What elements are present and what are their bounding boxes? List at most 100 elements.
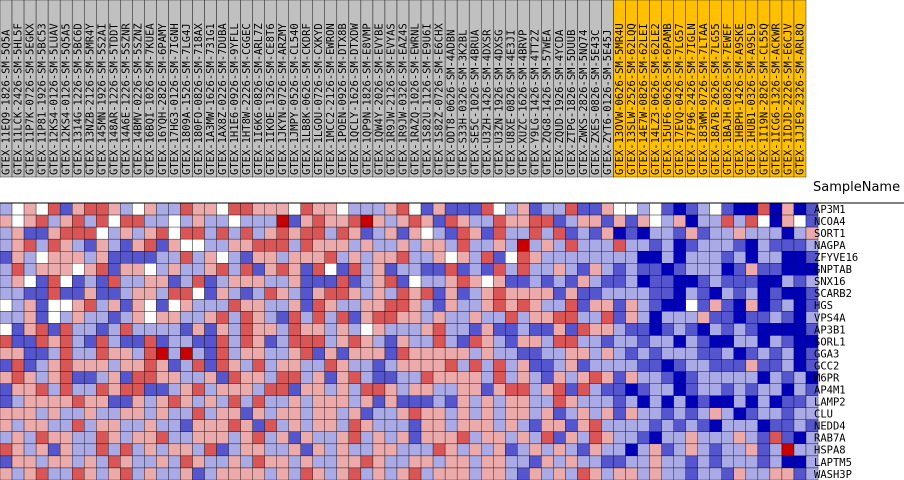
heatmap-cell xyxy=(276,335,289,348)
column-label: GTEX-17F96-2426-SM-7IGLN xyxy=(686,23,698,175)
heatmap-cell xyxy=(468,455,482,469)
row-label: SCARB2 xyxy=(814,288,852,300)
heatmap-cell xyxy=(793,359,807,372)
heatmap-cell xyxy=(59,250,73,264)
heatmap-cell xyxy=(444,214,458,228)
heatmap-cell xyxy=(481,407,494,420)
heatmap-cell xyxy=(0,214,13,228)
heatmap-cell xyxy=(47,250,61,264)
heatmap-cell xyxy=(96,202,109,216)
heatmap-cell xyxy=(144,214,157,228)
heatmap-cell xyxy=(769,407,783,420)
column-label: GTEX-1LB8K-0626-SM-CKDRF xyxy=(301,23,313,175)
heatmap-cell xyxy=(553,359,566,372)
heatmap-cell xyxy=(685,214,698,228)
heatmap-cell xyxy=(589,443,602,457)
column-label: GTEX-ZYT6-0126-SM-5E45J xyxy=(602,30,614,175)
heatmap-cell xyxy=(408,299,422,312)
heatmap-cell xyxy=(468,407,482,420)
heatmap-cell xyxy=(721,202,734,216)
heatmap-cell xyxy=(541,347,554,360)
heatmap-cell xyxy=(493,238,506,252)
heatmap-cell xyxy=(673,263,686,276)
heatmap-cell xyxy=(649,467,662,480)
heatmap-cell xyxy=(336,238,350,252)
heatmap-cell xyxy=(468,287,482,300)
heatmap-cell xyxy=(192,214,205,228)
heatmap-cell xyxy=(180,275,193,288)
heatmap-cell xyxy=(517,395,530,408)
heatmap-cell xyxy=(396,455,410,469)
heatmap-cell xyxy=(72,311,85,324)
heatmap-cell xyxy=(180,287,193,300)
heatmap-cell xyxy=(456,202,470,216)
heatmap-cell xyxy=(35,335,49,348)
heatmap-cell xyxy=(709,323,722,336)
heatmap-cell xyxy=(252,202,265,216)
heatmap-cell xyxy=(493,419,506,433)
heatmap-cell xyxy=(192,323,205,336)
heatmap-cell xyxy=(589,455,602,469)
heatmap-cell xyxy=(372,263,386,276)
heatmap-cell xyxy=(577,467,590,480)
heatmap-cell xyxy=(336,299,350,312)
heatmap-cell xyxy=(396,431,410,445)
column-label: GTEX-1S82Z-0726-SM-E6CHX xyxy=(433,23,445,175)
column-label: GTEX-1JJE9-2326-SM-ARL8Q xyxy=(794,23,806,175)
heatmap-cell xyxy=(132,443,145,457)
heatmap-cell xyxy=(625,287,638,300)
column-label: GTEX-1LGOU-0726-SM-CXKYD xyxy=(313,23,325,175)
heatmap-cell xyxy=(408,226,422,240)
heatmap-cell xyxy=(288,287,301,300)
heatmap-cell xyxy=(481,383,494,396)
heatmap-cell xyxy=(793,419,807,433)
heatmap-cell xyxy=(324,419,338,433)
heatmap-cell xyxy=(529,311,542,324)
heatmap-cell xyxy=(625,263,638,276)
heatmap-cell xyxy=(432,311,446,324)
heatmap-cell xyxy=(192,383,205,396)
heatmap-cell xyxy=(372,311,386,324)
heatmap-cell xyxy=(0,202,13,216)
heatmap-cell xyxy=(312,299,325,312)
heatmap-cell xyxy=(420,419,434,433)
heatmap-cell xyxy=(240,443,253,457)
heatmap-cell xyxy=(276,287,289,300)
heatmap-cell xyxy=(733,250,747,264)
heatmap-cell xyxy=(589,311,602,324)
heatmap-cell xyxy=(625,371,638,384)
heatmap-cell xyxy=(649,202,662,216)
heatmap-cell xyxy=(72,275,85,288)
heatmap-cell xyxy=(396,443,410,457)
heatmap-cell xyxy=(420,443,434,457)
heatmap-cell xyxy=(649,263,662,276)
heatmap-cell xyxy=(264,226,277,240)
heatmap-cell xyxy=(336,419,350,433)
heatmap-cell xyxy=(84,287,97,300)
heatmap-cell xyxy=(601,275,614,288)
heatmap-cell xyxy=(108,443,121,457)
column-label: GTEX-12KS4-0126-SM-5Q5A5 xyxy=(61,23,73,175)
heatmap-cell xyxy=(216,299,229,312)
heatmap-cell xyxy=(84,299,97,312)
heatmap-cell xyxy=(192,467,205,480)
heatmap-cell xyxy=(132,214,145,228)
heatmap-cell xyxy=(577,311,590,324)
heatmap-cell xyxy=(625,299,638,312)
heatmap-cell xyxy=(0,419,13,433)
heatmap-cell xyxy=(553,263,566,276)
heatmap-cell xyxy=(481,275,494,288)
heatmap-cell xyxy=(468,431,482,445)
heatmap-cell xyxy=(781,323,795,336)
heatmap-cell xyxy=(697,419,710,433)
heatmap-cell xyxy=(529,214,542,228)
heatmap-cell xyxy=(589,287,602,300)
heatmap-cell xyxy=(565,443,578,457)
heatmap-cell xyxy=(168,323,181,336)
heatmap-cell xyxy=(11,250,25,264)
heatmap-cell xyxy=(793,467,807,480)
heatmap-cell xyxy=(685,419,698,433)
heatmap-cell xyxy=(637,359,650,372)
heatmap-cell xyxy=(793,226,807,240)
heatmap-cell xyxy=(601,250,614,264)
